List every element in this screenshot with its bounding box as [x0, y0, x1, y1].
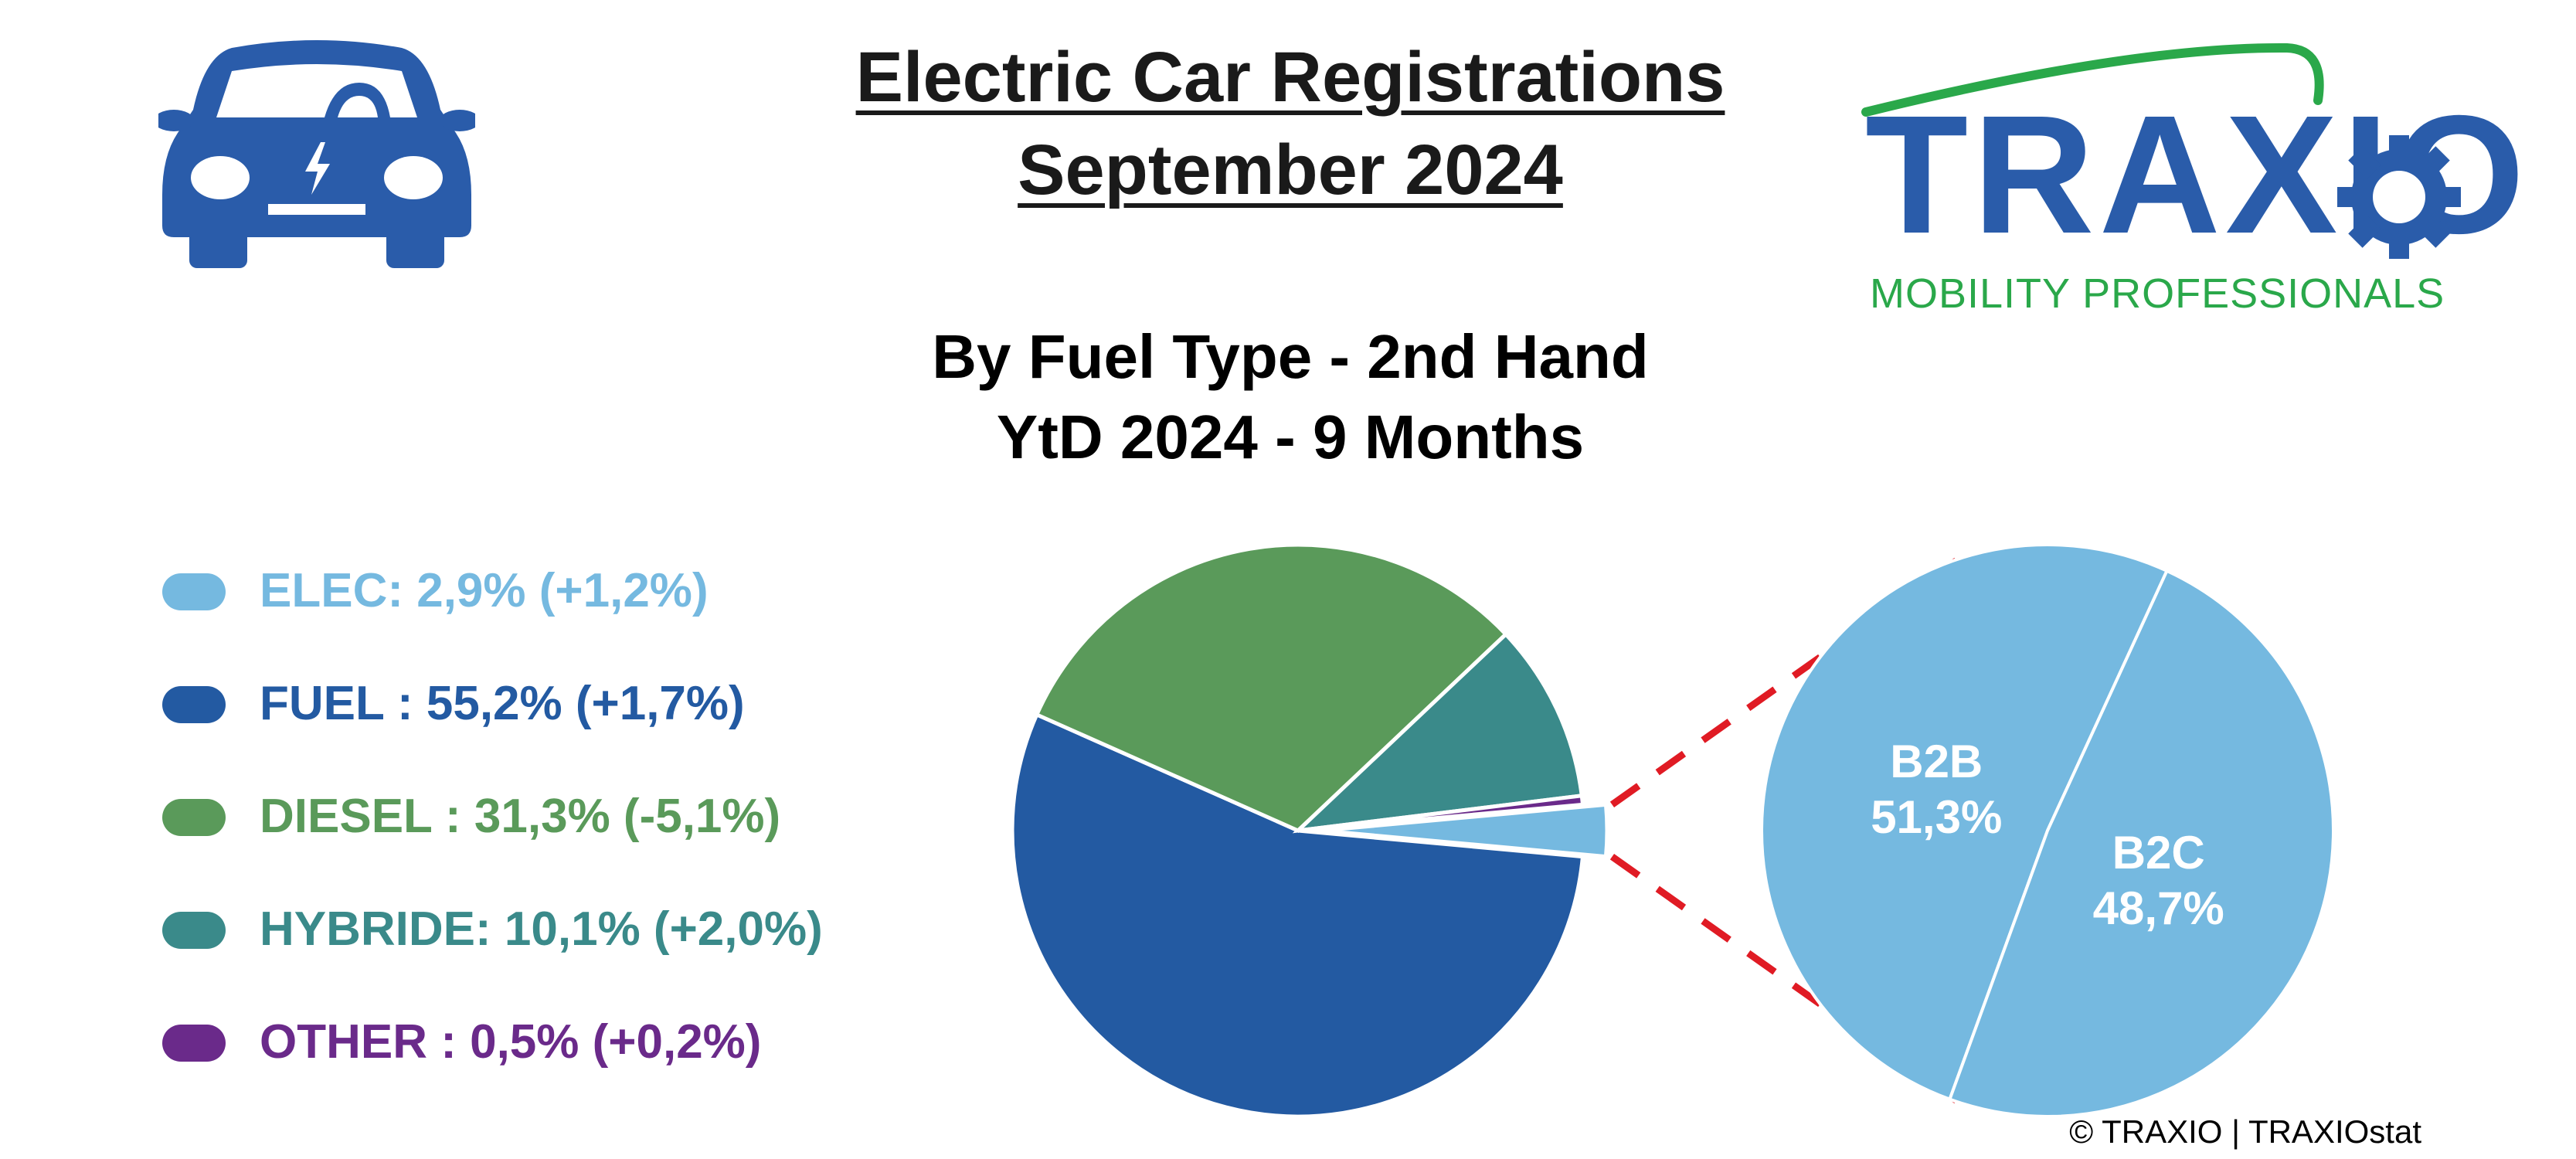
legend-item-hybride: HYBRIDE: 10,1% (+2,0%) — [162, 895, 858, 957]
electric-car-icon — [158, 40, 475, 268]
legend-item-other: OTHER : 0,5% (+0,2%) — [162, 1008, 858, 1069]
page-title: Electric Car Registrations September 202… — [773, 31, 1808, 216]
chart-subtitle: By Fuel Type - 2nd Hand YtD 2024 - 9 Mon… — [773, 317, 1808, 478]
pie-slice-hybride — [1292, 631, 1585, 834]
legend-swatch — [162, 686, 226, 723]
detail-value-b2c: 48,7% — [2093, 882, 2224, 934]
legend-swatch — [162, 799, 226, 836]
pie-slice-elec — [1320, 802, 1609, 859]
legend-label: HYBRIDE: 10,1% (+2,0%) — [260, 902, 823, 956]
detail-label-b2b: B2B — [1890, 736, 1983, 787]
title-line-2: September 2024 — [1018, 131, 1563, 209]
legend-label: OTHER : 0,5% (+0,2%) — [260, 1015, 762, 1069]
legend-label: DIESEL : 31,3% (-5,1%) — [260, 790, 781, 843]
subtitle-line-1: By Fuel Type - 2nd Hand — [932, 322, 1649, 391]
legend-item-fuel: FUEL : 55,2% (+1,7%) — [162, 669, 858, 731]
legend-swatch — [162, 573, 226, 610]
legend-label: FUEL : 55,2% (+1,7%) — [260, 677, 745, 730]
legend-item-diesel: DIESEL : 31,3% (-5,1%) — [162, 782, 858, 844]
pie-slice-other — [1297, 793, 1585, 833]
legend-swatch — [162, 912, 226, 949]
pie-slice-fuel — [1010, 712, 1585, 1119]
legend-item-elec: ELEC: 2,9% (+1,2%) — [162, 556, 858, 618]
detail-slice-b2c — [1947, 569, 2335, 1119]
detail-slice-b2b — [1760, 543, 2170, 1102]
logo-swoosh-icon — [1861, 42, 2324, 117]
legend-swatch — [162, 1025, 226, 1062]
legend-label: ELEC: 2,9% (+1,2%) — [260, 564, 709, 617]
title-line-1: Electric Car Registrations — [855, 38, 1725, 117]
detail-value-b2b: 51,3% — [1871, 791, 2002, 843]
subtitle-line-2: YtD 2024 - 9 Months — [996, 403, 1585, 471]
copyright-text: © TRAXIO | TRAXIOstat — [2069, 1113, 2421, 1150]
detail-label-b2c: B2C — [2112, 827, 2205, 879]
brand-tagline: MOBILITY PROFESSIONALS — [1870, 270, 2445, 317]
gear-icon — [2337, 135, 2461, 259]
pie-slice-diesel — [1034, 542, 1509, 833]
